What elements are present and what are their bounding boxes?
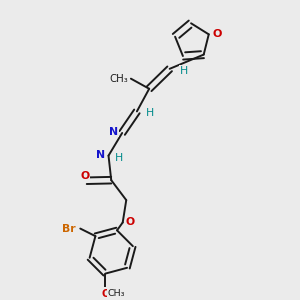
Text: H: H <box>180 66 188 76</box>
Text: O: O <box>126 218 135 227</box>
Text: H: H <box>115 153 123 163</box>
Text: H: H <box>146 108 154 118</box>
Text: CH₃: CH₃ <box>108 289 125 298</box>
Text: O: O <box>101 289 110 298</box>
Text: O: O <box>212 28 222 38</box>
Text: N: N <box>109 127 118 137</box>
Text: Br: Br <box>62 224 75 234</box>
Text: N: N <box>96 150 105 160</box>
Text: CH₃: CH₃ <box>110 74 128 84</box>
Text: O: O <box>81 171 90 181</box>
